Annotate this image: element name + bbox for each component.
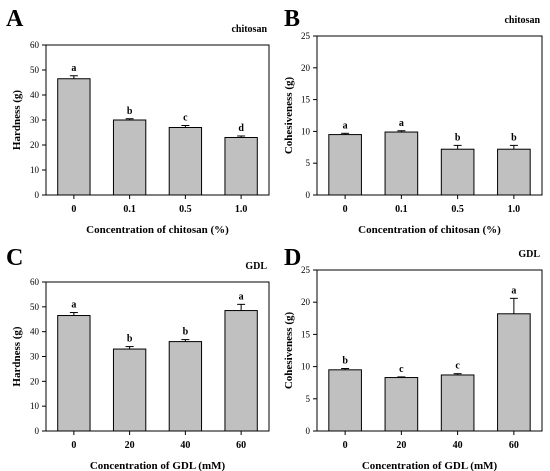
y-tick-label: 5 — [306, 394, 311, 404]
y-tick-label: 15 — [301, 329, 311, 339]
significance-label: b — [183, 327, 189, 338]
significance-label: b — [127, 334, 133, 345]
significance-label: a — [511, 285, 516, 296]
bar — [112, 348, 147, 432]
y-axis-label: Cohesiveness (g) — [283, 77, 295, 155]
significance-label: c — [399, 364, 404, 375]
y-tick-label: 60 — [30, 277, 40, 287]
x-tick-label: 20 — [396, 440, 406, 451]
y-tick-label: 60 — [30, 40, 40, 50]
panel-c: C GDL a 0 b 20 b 40 a 60 0 10 20 30 40 50 60 Hardness (g)… — [6, 245, 270, 471]
significance-label: b — [455, 132, 461, 143]
y-tick-label: 30 — [30, 352, 40, 362]
bar — [112, 119, 147, 196]
y-tick-label: 0 — [35, 190, 40, 200]
bar — [168, 127, 203, 196]
bar — [328, 369, 362, 432]
panel-title: GDL — [245, 261, 267, 272]
significance-label: c — [455, 361, 460, 372]
panel-letter: B — [284, 6, 300, 32]
x-tick-label: 0.1 — [123, 204, 136, 215]
y-tick-label: 30 — [30, 115, 40, 125]
significance-label: a — [343, 120, 348, 131]
y-tick-label: 0 — [35, 426, 40, 436]
bar — [168, 341, 203, 432]
significance-label: b — [342, 356, 348, 367]
panel-title: chitosan — [231, 24, 267, 35]
y-tick-label: 20 — [30, 376, 40, 386]
bar — [224, 310, 258, 432]
significance-label: b — [511, 132, 517, 143]
bar — [57, 78, 91, 196]
panel-letter: C — [6, 245, 23, 271]
x-tick-label: 60 — [509, 440, 519, 451]
panel-title: chitosan — [504, 15, 540, 26]
y-tick-label: 40 — [30, 327, 40, 337]
panel-letter: D — [284, 245, 301, 271]
y-tick-label: 0 — [306, 190, 311, 200]
x-axis-label: Concentration of GDL (mM) — [362, 460, 498, 471]
y-tick-label: 0 — [306, 426, 311, 436]
y-tick-label: 10 — [30, 165, 40, 175]
plot-frame — [316, 35, 543, 196]
y-tick-label: 40 — [30, 90, 40, 100]
x-tick-label: 0 — [343, 204, 348, 215]
x-tick-label: 0.5 — [179, 204, 192, 215]
bar — [440, 148, 475, 196]
y-tick-label: 20 — [30, 140, 40, 150]
x-tick-label: 0 — [343, 440, 348, 451]
x-tick-label: 60 — [236, 440, 246, 451]
y-tick-label: 15 — [301, 95, 311, 105]
panel-title: GDL — [518, 249, 540, 260]
y-axis-label: Hardness (g) — [11, 90, 23, 151]
significance-label: c — [183, 113, 188, 124]
panel-d: D GDL b 0 c 20 c 40 a 60 0 5 10 15 20 25 Cohesiveness (g… — [283, 245, 543, 471]
x-axis-label: Concentration of chitosan (%) — [86, 224, 229, 236]
x-tick-label: 40 — [453, 440, 463, 451]
plot-frame — [316, 269, 543, 432]
significance-label: b — [127, 106, 133, 117]
bar — [440, 374, 475, 432]
x-tick-label: 0 — [71, 440, 76, 451]
y-tick-label: 10 — [30, 401, 40, 411]
y-axis-label: Cohesiveness (g) — [283, 312, 295, 390]
bar — [224, 137, 258, 196]
x-tick-label: 0.1 — [395, 204, 408, 215]
x-tick-label: 0 — [71, 204, 76, 215]
y-tick-label: 20 — [301, 63, 311, 73]
y-tick-label: 10 — [301, 362, 311, 372]
bar — [384, 131, 419, 196]
bar — [497, 148, 531, 196]
y-tick-label: 25 — [301, 265, 311, 275]
significance-label: a — [71, 300, 76, 311]
bar — [328, 134, 362, 196]
x-tick-label: 1.0 — [235, 204, 248, 215]
y-tick-label: 20 — [301, 297, 311, 307]
y-tick-label: 10 — [301, 126, 311, 136]
x-tick-label: 40 — [180, 440, 190, 451]
x-axis-label: Concentration of chitosan (%) — [358, 224, 501, 236]
bar — [57, 315, 91, 432]
panel-letter: A — [6, 6, 24, 32]
y-tick-label: 5 — [306, 158, 311, 168]
x-tick-label: 0.5 — [451, 204, 464, 215]
significance-label: d — [238, 123, 244, 134]
y-axis-label: Hardness (g) — [11, 326, 23, 387]
significance-label: a — [71, 63, 76, 74]
bar — [497, 313, 531, 432]
x-tick-label: 1.0 — [508, 204, 521, 215]
y-tick-label: 25 — [301, 31, 311, 41]
x-axis-label: Concentration of GDL (mM) — [90, 460, 226, 471]
bar — [384, 377, 419, 432]
y-tick-label: 50 — [30, 302, 40, 312]
x-tick-label: 20 — [125, 440, 135, 451]
significance-label: a — [399, 118, 404, 129]
y-tick-label: 50 — [30, 65, 40, 75]
significance-label: a — [239, 291, 244, 302]
